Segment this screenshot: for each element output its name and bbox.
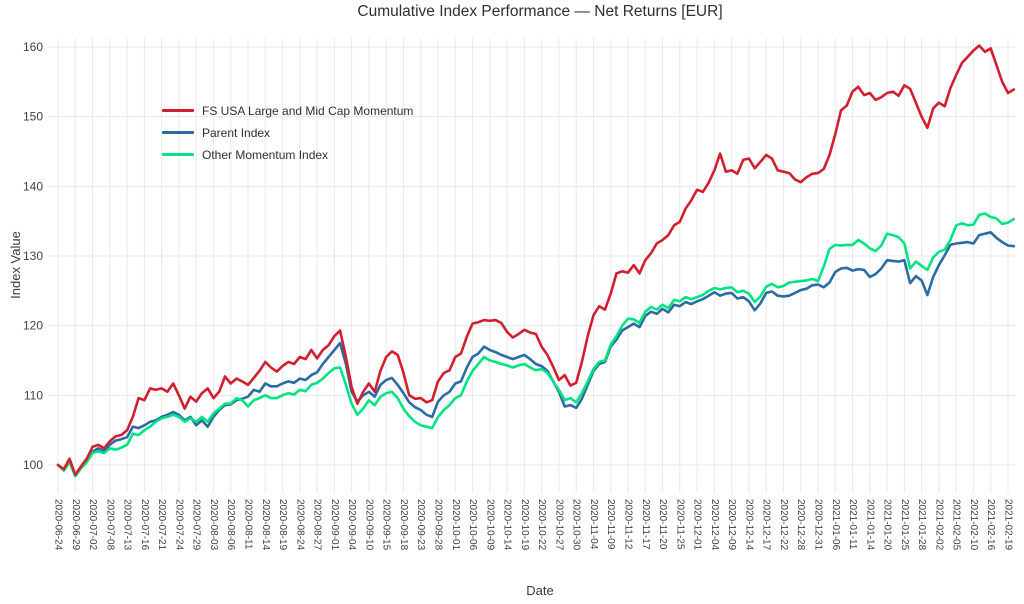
x-tick-label: 2021-02-10 xyxy=(968,499,979,551)
x-tick-label: 2021-01-06 xyxy=(830,499,841,551)
x-tick-label: 2020-08-06 xyxy=(225,499,236,551)
x-tick-label: 2020-07-24 xyxy=(173,499,184,551)
x-tick-label: 2020-07-21 xyxy=(156,499,167,551)
y-tick-label: 130 xyxy=(23,249,43,263)
x-tick-label: 2020-07-13 xyxy=(122,499,133,551)
legend-swatch-blue-line xyxy=(162,131,194,134)
y-tick-label: 120 xyxy=(23,319,43,333)
legend-swatch-green-line xyxy=(162,153,194,156)
legend-item-other-momentum[interactable]: Other Momentum Index xyxy=(162,147,413,162)
x-tick-label: 2020-10-30 xyxy=(571,499,582,551)
x-tick-label: 2020-12-28 xyxy=(795,499,806,551)
y-tick-label: 100 xyxy=(23,458,43,472)
x-tick-label: 2021-01-28 xyxy=(916,499,927,551)
x-tick-label: 2020-10-19 xyxy=(519,499,530,551)
x-tick-label: 2020-12-22 xyxy=(778,499,789,551)
chart-title: Cumulative Index Performance — Net Retur… xyxy=(357,3,723,20)
x-tick-label: 2020-12-04 xyxy=(709,499,720,551)
x-tick-label: 2020-11-20 xyxy=(657,499,668,550)
x-tick-label: 2020-09-18 xyxy=(398,499,409,551)
y-tick-label: 150 xyxy=(23,110,43,124)
legend-swatch-red-line xyxy=(162,109,194,112)
x-tick-label: 2020-10-22 xyxy=(536,499,547,551)
x-tick-label: 2021-01-25 xyxy=(899,499,910,551)
x-tick-label: 2020-06-29 xyxy=(70,499,81,551)
x-tick-label: 2020-09-01 xyxy=(329,499,340,551)
x-tick-label: 2020-12-14 xyxy=(743,499,754,551)
x-tick-label: 2020-09-10 xyxy=(363,499,374,551)
x-tick-label: 2020-06-24 xyxy=(53,499,64,551)
x-tick-label: 2021-01-14 xyxy=(864,499,875,551)
x-tick-label: 2020-08-19 xyxy=(277,499,288,551)
x-tick-label: 2020-10-06 xyxy=(467,499,478,551)
x-tick-label: 2020-08-24 xyxy=(294,499,305,551)
x-tick-label: 2020-10-27 xyxy=(553,499,564,551)
x-tick-label: 2021-02-05 xyxy=(951,499,962,551)
y-tick-label: 140 xyxy=(23,179,43,193)
x-tick-label: 2020-08-14 xyxy=(260,499,271,551)
x-tick-label: 2020-12-17 xyxy=(761,499,772,551)
x-tick-label: 2021-02-16 xyxy=(985,499,996,551)
legend: FS USA Large and Mid Cap Momentum Parent… xyxy=(162,104,413,170)
y-tick-label: 110 xyxy=(24,388,43,402)
x-tick-label: 2020-11-25 xyxy=(674,499,685,550)
x-tick-label: 2020-09-23 xyxy=(415,499,426,551)
x-tick-label: 2020-07-29 xyxy=(191,499,202,551)
x-tick-label: 2020-12-31 xyxy=(813,499,824,551)
x-tick-labels: 2020-06-24 2020-06-29 2020-07-02 2020-07-08… xyxy=(53,499,1014,551)
x-tick-label: 2021-01-11 xyxy=(847,499,858,550)
x-tick-label: 2020-07-16 xyxy=(139,499,150,551)
x-tick-label: 2020-11-12 xyxy=(623,499,634,550)
x-tick-label: 2020-07-08 xyxy=(104,499,115,551)
series-line-other-momentum-index[interactable] xyxy=(56,212,1016,478)
x-tick-label: 2020-09-15 xyxy=(381,499,392,551)
x-tick-label: 2021-01-20 xyxy=(882,499,893,551)
y-tick-labels: 100 110 120 130 140 150 160 xyxy=(23,40,43,472)
legend-item-parent-index[interactable]: Parent Index xyxy=(162,125,413,140)
x-tick-label: 2020-10-09 xyxy=(484,499,495,551)
x-tick-label: 2020-12-09 xyxy=(726,499,737,551)
x-tick-label: 2020-09-04 xyxy=(346,499,357,551)
x-tick-label: 2020-10-01 xyxy=(450,499,461,551)
y-tick-label: 160 xyxy=(23,40,43,54)
x-tick-label: 2020-11-17 xyxy=(640,499,651,550)
x-tick-label: 2020-10-14 xyxy=(502,499,513,551)
legend-item-fs-usa-momentum[interactable]: FS USA Large and Mid Cap Momentum xyxy=(162,103,414,118)
x-axis-title: Date xyxy=(526,583,554,598)
x-tick-label: 2020-12-01 xyxy=(692,499,703,551)
x-tick-label: 2020-11-04 xyxy=(588,499,599,550)
legend-label: Other Momentum Index xyxy=(202,147,329,162)
y-axis-title: Index Value xyxy=(8,231,23,299)
series-line-fs-usa-large-and-mid-cap-momentum[interactable] xyxy=(56,44,1016,477)
x-tick-label: 2020-11-09 xyxy=(605,499,616,550)
x-tick-label: 2020-08-11 xyxy=(243,499,254,550)
x-tick-label: 2020-08-03 xyxy=(208,499,219,551)
x-tick-label: 2020-08-27 xyxy=(312,499,323,551)
x-tick-label: 2021-02-02 xyxy=(933,499,944,551)
legend-label: Parent Index xyxy=(202,125,271,140)
x-tick-label: 2020-07-02 xyxy=(87,499,98,551)
x-tick-label: 2021-02-19 xyxy=(1003,499,1014,551)
x-tick-label: 2020-09-28 xyxy=(433,499,444,551)
series-line-parent-index[interactable] xyxy=(56,231,1016,477)
legend-label: FS USA Large and Mid Cap Momentum xyxy=(202,103,414,118)
